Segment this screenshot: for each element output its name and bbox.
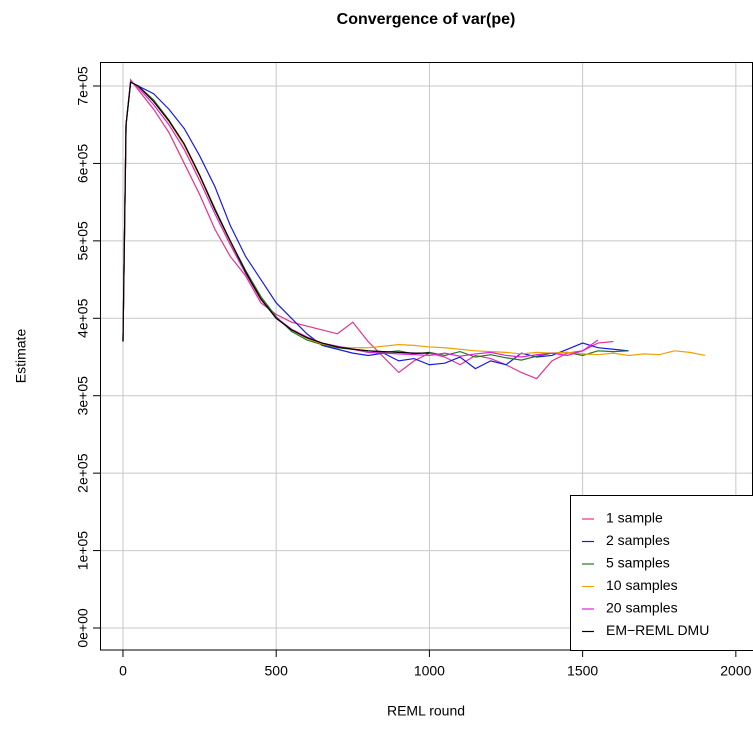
y-tick-label: 6e+05 xyxy=(75,144,91,184)
y-tick-label: 3e+05 xyxy=(75,376,91,416)
series-line xyxy=(123,81,598,357)
legend-label: 2 samples xyxy=(606,532,670,548)
y-tick-label: 0e+00 xyxy=(75,608,91,648)
legend-label: EM−REML DMU xyxy=(606,622,709,638)
series-line xyxy=(123,80,613,379)
legend-label: 10 samples xyxy=(606,577,678,593)
y-tick-label: 4e+05 xyxy=(75,298,91,338)
legend-label: 20 samples xyxy=(606,600,678,616)
x-axis-label: REML round xyxy=(387,703,465,719)
y-tick-label: 1e+05 xyxy=(75,531,91,571)
legend-label: 5 samples xyxy=(606,555,670,571)
legend-label: 1 sample xyxy=(606,510,663,526)
legend: 1 sample 2 samples 5 samples 10 samples 20 s… xyxy=(571,496,753,651)
x-tick-label: 1500 xyxy=(567,663,598,679)
x-tick-label: 2000 xyxy=(720,663,751,679)
y-tick-label: 7e+05 xyxy=(75,66,91,106)
x-tick-label: 500 xyxy=(265,663,289,679)
y-tick-label: 5e+05 xyxy=(75,221,91,261)
x-tick-label: 1000 xyxy=(414,663,445,679)
chart-title: Convergence of var(pe) xyxy=(337,11,516,28)
lines xyxy=(123,80,705,379)
series-line xyxy=(123,82,629,368)
y-tick-label: 2e+05 xyxy=(75,453,91,493)
x-tick-label: 0 xyxy=(119,663,127,679)
y-axis-label: Estimate xyxy=(13,329,29,384)
